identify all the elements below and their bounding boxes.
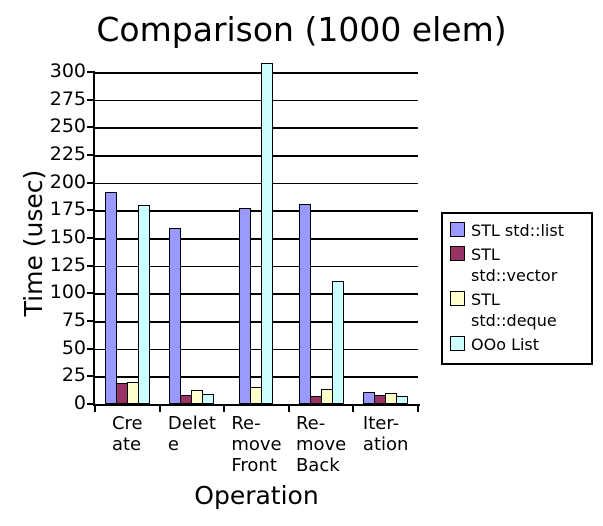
bar-ooo-list (202, 394, 215, 404)
x-tick-label: Re- move Front (231, 413, 282, 476)
plot-area (95, 63, 418, 404)
y-tick-label: 50 (61, 336, 86, 359)
gridline (95, 238, 418, 240)
y-tick-label: 250 (49, 115, 86, 138)
gridline (95, 348, 418, 351)
bar-group (289, 72, 354, 404)
y-axis-tick (87, 264, 95, 267)
gridline (95, 321, 418, 323)
x-axis-tick (287, 406, 290, 412)
y-axis-tick (87, 403, 95, 405)
x-axis-tick (94, 406, 96, 412)
bar-ooo-list (331, 281, 344, 404)
y-tick-label: 25 (61, 364, 86, 387)
y-tick-label: 225 (49, 143, 86, 166)
y-tick-label: 300 (49, 60, 86, 83)
legend-item: STL std::list (448, 220, 586, 241)
legend-item: OOo List (448, 334, 586, 355)
x-tick-label: Re- move Back (295, 413, 347, 476)
x-axis-title: Operation (194, 481, 319, 510)
x-axis-tick (223, 406, 226, 412)
x-tick-label: Iter- ation (362, 413, 409, 455)
gridline (95, 265, 418, 268)
chart-title: Comparison (1000 elem) (96, 10, 507, 49)
legend-swatch (450, 222, 465, 237)
legend-label: STL std::vector (471, 245, 558, 285)
x-axis-tick (417, 406, 419, 412)
y-tick-label: 100 (49, 281, 86, 304)
y-axis-tick (87, 71, 95, 73)
legend-swatch (450, 291, 465, 306)
y-tick-label: 125 (49, 253, 86, 276)
legend-item: STL std::vector (448, 244, 586, 286)
y-axis-tick (87, 126, 95, 129)
gridline (95, 376, 418, 378)
gridline (95, 127, 418, 129)
y-tick-label: 200 (49, 170, 86, 193)
bar-group (353, 72, 418, 404)
y-axis-title: Time (usec) (19, 169, 48, 317)
bar-ooo-list (396, 396, 409, 404)
x-axis-tick (158, 406, 161, 412)
y-axis-tick (87, 209, 95, 212)
y-axis-tick (87, 320, 95, 322)
y-axis-line (93, 72, 95, 406)
gridline (95, 293, 418, 295)
bar-stl-std-list (169, 228, 182, 404)
legend-swatch (450, 336, 465, 351)
gridline (95, 182, 418, 185)
y-tick-label: 0 (73, 392, 86, 415)
bar-stl-std-list (104, 191, 117, 404)
y-axis-tick (87, 154, 95, 156)
x-tick-label: Delet e (167, 413, 216, 455)
bar-group (224, 63, 289, 404)
y-axis-tick (87, 98, 95, 101)
legend-label: STL std::list (471, 221, 564, 240)
y-tick-label: 75 (61, 309, 86, 332)
x-tick-label: Cre ate (111, 413, 143, 455)
bar-group (160, 72, 225, 404)
x-axis-tick (352, 406, 355, 412)
y-tick-label: 275 (49, 87, 86, 110)
legend-label: OOo List (471, 335, 540, 354)
x-axis-line (93, 404, 420, 406)
y-axis-tick (87, 237, 95, 239)
bar-stl-std-list (239, 208, 252, 404)
legend-label: STL std::deque (471, 290, 557, 330)
y-axis-tick (87, 181, 95, 184)
y-axis-tick (87, 347, 95, 350)
gridline (95, 99, 418, 102)
y-axis-tick (87, 375, 95, 378)
gridline (95, 72, 418, 74)
y-tick-label: 175 (49, 198, 86, 221)
gridline (95, 155, 418, 157)
bar-ooo-list (137, 204, 150, 404)
y-tick-label: 150 (49, 226, 86, 249)
bar-group (95, 72, 160, 404)
gridline (95, 210, 418, 212)
y-axis-tick (87, 292, 95, 295)
legend-item: STL std::deque (448, 289, 586, 331)
legend-swatch (450, 246, 465, 261)
bar-stl-std-list (298, 203, 311, 404)
bar-ooo-list (261, 63, 274, 404)
